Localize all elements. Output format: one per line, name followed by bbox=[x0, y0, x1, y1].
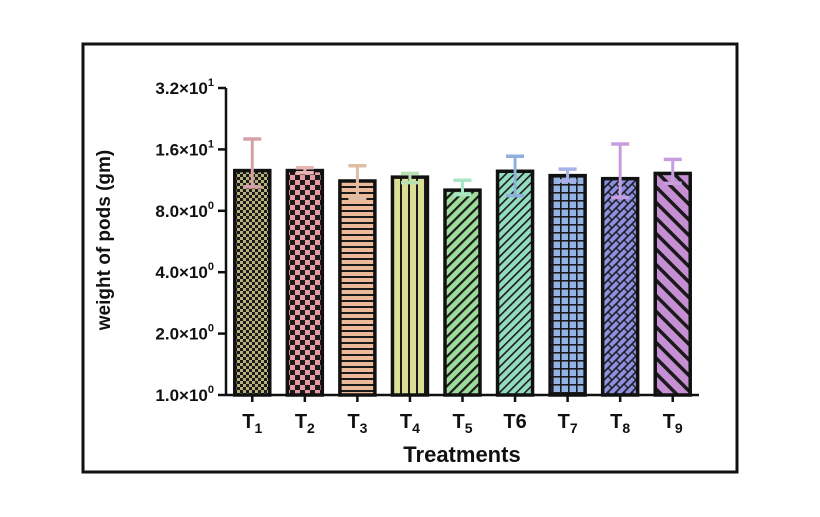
bar bbox=[495, 169, 535, 397]
error-bar bbox=[663, 157, 682, 186]
error-bar bbox=[348, 164, 367, 201]
y-tick-label: 1.6×101 bbox=[155, 138, 214, 159]
y-tick-label: 4.0×100 bbox=[155, 261, 214, 282]
bar-group bbox=[233, 137, 272, 397]
bar bbox=[233, 168, 272, 397]
error-bar bbox=[243, 137, 262, 189]
bar-group bbox=[338, 164, 377, 397]
x-tick-label: T2 bbox=[295, 411, 315, 436]
x-tick-label: T4 bbox=[400, 411, 420, 436]
error-bar bbox=[558, 167, 577, 183]
bar bbox=[443, 188, 482, 397]
x-tick-label: T9 bbox=[663, 411, 683, 436]
x-tick-label: T8 bbox=[610, 411, 630, 436]
bar-group bbox=[390, 171, 430, 397]
y-tick-label: 1.0×100 bbox=[155, 384, 214, 405]
bar-group bbox=[600, 142, 640, 397]
x-tick-label: T7 bbox=[558, 411, 578, 436]
x-tick-label: T3 bbox=[347, 411, 367, 436]
bar bbox=[600, 176, 640, 397]
bar-group bbox=[443, 178, 482, 397]
bar bbox=[390, 175, 430, 397]
bar bbox=[285, 168, 325, 397]
bar bbox=[653, 171, 692, 397]
x-tick-label: T1 bbox=[242, 411, 262, 436]
error-bar bbox=[295, 166, 314, 175]
y-axis-label: weight of pods (gm) bbox=[94, 150, 115, 331]
bar-group bbox=[495, 154, 535, 397]
error-bar bbox=[453, 178, 472, 197]
error-bar bbox=[611, 142, 630, 200]
y-tick-label: 3.2×101 bbox=[155, 77, 214, 98]
x-tick-label: T6 bbox=[503, 411, 526, 433]
x-axis-label: Treatments bbox=[403, 442, 520, 467]
x-tick-label: T5 bbox=[452, 411, 472, 436]
error-bar bbox=[506, 154, 525, 198]
bar-group bbox=[548, 167, 587, 397]
bar bbox=[338, 179, 377, 397]
bar-group bbox=[653, 157, 692, 397]
error-bar bbox=[400, 171, 419, 185]
bar bbox=[548, 173, 587, 397]
bar-group bbox=[285, 166, 325, 397]
y-tick-label: 8.0×100 bbox=[155, 200, 214, 221]
y-tick-label: 2.0×100 bbox=[155, 323, 214, 344]
